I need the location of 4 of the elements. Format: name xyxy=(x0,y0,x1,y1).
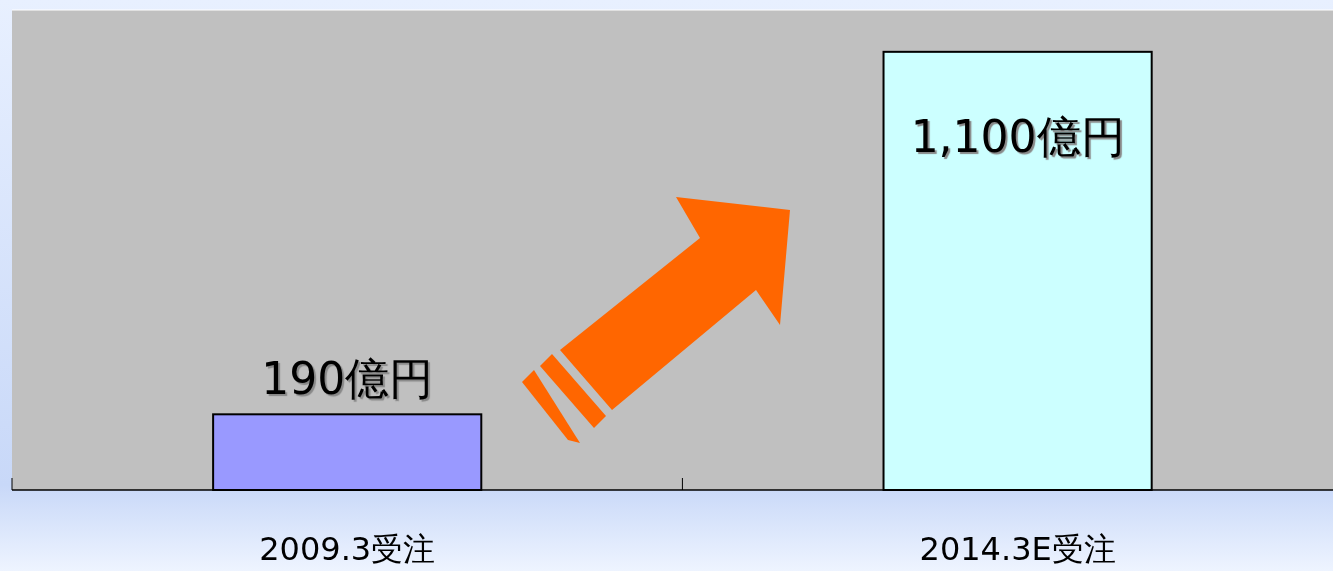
data-label: 190億円 xyxy=(261,353,434,405)
x-tick-label: 2014.3E受注 xyxy=(919,530,1116,568)
x-tick-label: 2009.3受注 xyxy=(259,530,436,568)
data-label: 1,100億円 xyxy=(910,110,1125,162)
